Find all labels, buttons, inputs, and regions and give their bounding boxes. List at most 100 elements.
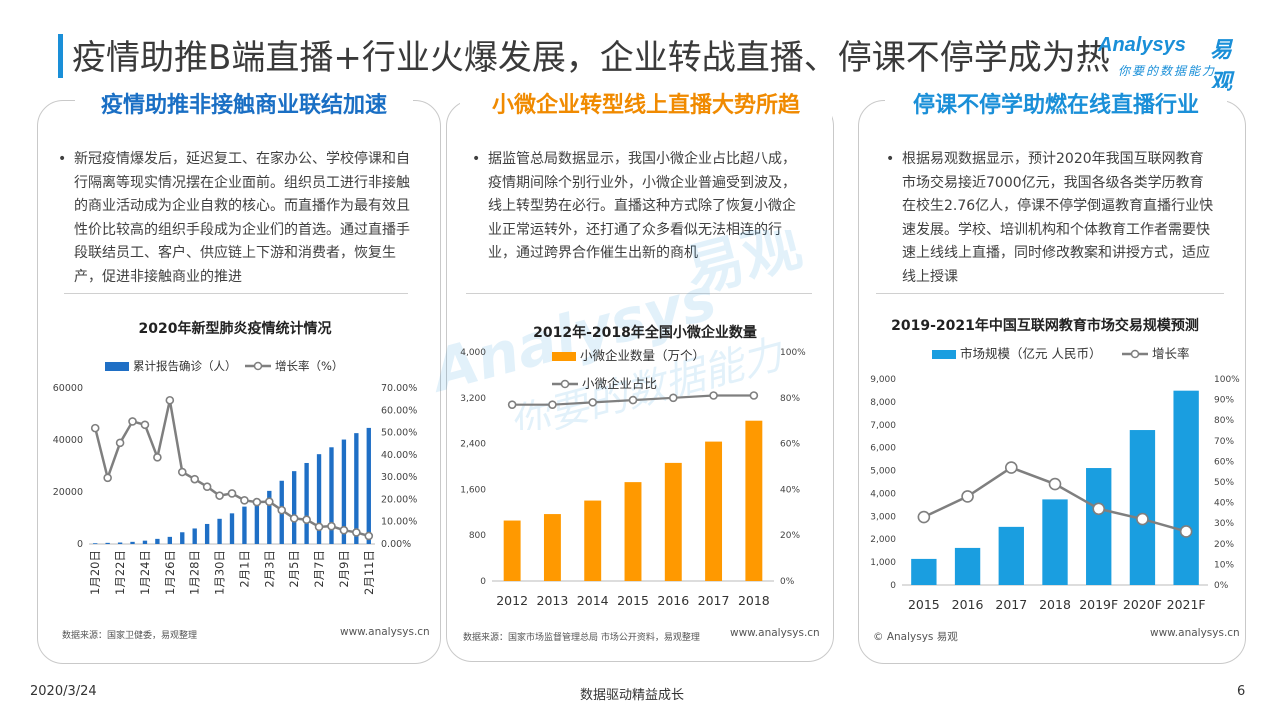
- c3-y-right-tick: 100%: [1214, 375, 1240, 385]
- c3-y-left-tick: 4,000: [870, 489, 896, 499]
- c1-bar: [142, 540, 148, 544]
- c1-y-left-tick: 20000: [53, 487, 83, 498]
- c2-y-right-tick: 100%: [780, 348, 806, 358]
- c2-bar: [745, 420, 763, 581]
- c2-bar: [543, 514, 561, 581]
- c2-bar: [664, 462, 682, 581]
- c3-y-right-tick: 80%: [1214, 416, 1234, 426]
- c1-growth-point: [140, 420, 150, 430]
- c1-growth-point: [128, 417, 137, 426]
- c3-x-tick: 2019F: [1079, 597, 1118, 612]
- c1-bar: [204, 523, 210, 544]
- analysys-logo: Analysys 易观 你要的数据能力: [1098, 34, 1248, 95]
- c3-x-tick: 2016: [952, 597, 984, 612]
- c3-growth-point: [1179, 525, 1193, 538]
- c1-growth-point: [215, 491, 224, 500]
- c1-growth-point: [153, 453, 162, 462]
- c1-bar: [180, 532, 185, 544]
- c1-growth-point: [115, 438, 125, 448]
- c2-x-tick: 2016: [657, 593, 689, 608]
- c1-growth-point: [289, 514, 299, 523]
- c2-legend-line-label: 小微企业占比: [582, 376, 657, 391]
- footer-slogan: 数据驱动精益成长: [580, 688, 685, 703]
- c1-x-tick: 2月3日: [262, 550, 276, 588]
- c2-y-left-tick: 3,200: [460, 394, 486, 404]
- c2-legend-bar-label: 小微企业数量（万个）: [580, 348, 705, 363]
- c2-y-left-tick: 2,400: [460, 440, 486, 450]
- c3-growth-point: [1136, 512, 1149, 526]
- c1-x-tick: 1月30日: [213, 550, 227, 595]
- c2-y-right-tick: 60%: [780, 440, 800, 450]
- c1-bar: [354, 433, 359, 544]
- c2-growth-point: [628, 395, 638, 405]
- c2-legend-bar-swatch: [552, 352, 576, 361]
- c1-bar: [254, 499, 260, 544]
- c2-y-right-tick: 20%: [780, 531, 800, 541]
- footer-page-number: 6: [1237, 684, 1246, 699]
- c3-y-right-tick: 40%: [1214, 499, 1234, 509]
- c2-x-tick: 2015: [617, 593, 649, 608]
- c3-y-left-tick: 9,000: [870, 375, 896, 385]
- divider-epidemic: [64, 293, 408, 294]
- c1-growth-point: [277, 505, 287, 515]
- c3-x-tick: 2015: [908, 597, 940, 612]
- c1-bar: [229, 513, 235, 544]
- panel-epidemic: [37, 100, 441, 664]
- c2-bar: [584, 500, 602, 581]
- c2-x-tick: 2013: [537, 593, 569, 608]
- c1-bar: [329, 447, 334, 544]
- c2-x-tick: 2012: [496, 593, 528, 608]
- c3-growth-point: [917, 510, 931, 524]
- c3-y-left-tick: 6,000: [870, 444, 896, 454]
- c2-growth-point: [668, 393, 678, 403]
- c1-bar: [366, 427, 371, 544]
- c1-y-left-tick: 60000: [53, 383, 83, 394]
- divider-small-business: [466, 293, 812, 294]
- c1-growth-point: [327, 521, 336, 531]
- c3-legend-bar-swatch: [932, 350, 956, 359]
- c2-y-right-tick: 80%: [780, 394, 800, 404]
- logo-tagline: 你要的数据能力: [1118, 64, 1217, 78]
- panel-heading-education: 停课不停学助燃在线直播行业: [885, 88, 1227, 124]
- c3-y-right-tick: 30%: [1214, 519, 1234, 529]
- c1-legend-line-marker: [253, 361, 263, 371]
- site-epidemic: www.analysys.cn: [340, 626, 430, 638]
- c1-x-tick: 2月7日: [312, 550, 326, 588]
- c3-legend-line-marker: [1130, 349, 1140, 359]
- c3-growth-point: [961, 490, 974, 503]
- panel-heading-epidemic: 疫情助推非接触商业联结加速: [75, 88, 413, 124]
- c3-legend-bar-label: 市场规模（亿元 人民币）: [960, 346, 1101, 361]
- c3-y-right-tick: 70%: [1214, 437, 1234, 447]
- c1-bar: [105, 542, 110, 544]
- c3-y-right-tick: 90%: [1214, 396, 1234, 406]
- c2-growth-point: [709, 391, 718, 400]
- c2-y-left-tick: 800: [469, 531, 486, 541]
- c3-y-right-tick: 20%: [1214, 540, 1234, 550]
- c3-y-left-tick: 7,000: [870, 421, 896, 431]
- panel-heading-small-business: 小微企业转型线上直播大势所趋: [460, 88, 832, 124]
- c3-bar: [1042, 499, 1068, 585]
- c2-growth-point: [548, 400, 557, 409]
- c1-bar: [291, 471, 297, 544]
- chart-education: 市场规模（亿元 人民币） 增长率 0 1,000 2,000 3,000 4,000 5,00…: [870, 346, 1240, 612]
- source-epidemic: 数据来源：国家卫健委，易观整理: [62, 631, 198, 641]
- c3-x-tick: 2018: [1039, 597, 1071, 612]
- c1-x-tick: 1月24日: [138, 550, 152, 595]
- c2-x-tick: 2014: [577, 593, 609, 608]
- c2-legend-line-marker: [560, 379, 570, 389]
- c1-bar: [217, 518, 222, 544]
- c1-legend-line-label: 增长率（%）: [275, 359, 343, 373]
- c3-y-left-tick: 2,000: [870, 535, 896, 545]
- c1-growth-point: [103, 473, 112, 483]
- c1-bar: [316, 454, 322, 544]
- c1-legend-bar-label: 累计报告确诊（人）: [133, 359, 237, 373]
- site-small-business: www.analysys.cn: [730, 627, 820, 639]
- c1-bar: [192, 528, 197, 544]
- c3-bar: [954, 547, 981, 585]
- c1-x-tick: 1月20日: [88, 550, 102, 595]
- c3-y-right-tick: 0%: [1214, 581, 1229, 591]
- c1-y-right-tick: 0.00%: [381, 539, 411, 550]
- bullet-education: • 根据易观数据显示，预计2020年我国互联网教育市场交易接近7000亿元，我国各…: [886, 151, 1214, 285]
- c2-y-left-tick: 0: [480, 577, 486, 587]
- c1-y-right-tick: 30.00%: [381, 472, 417, 483]
